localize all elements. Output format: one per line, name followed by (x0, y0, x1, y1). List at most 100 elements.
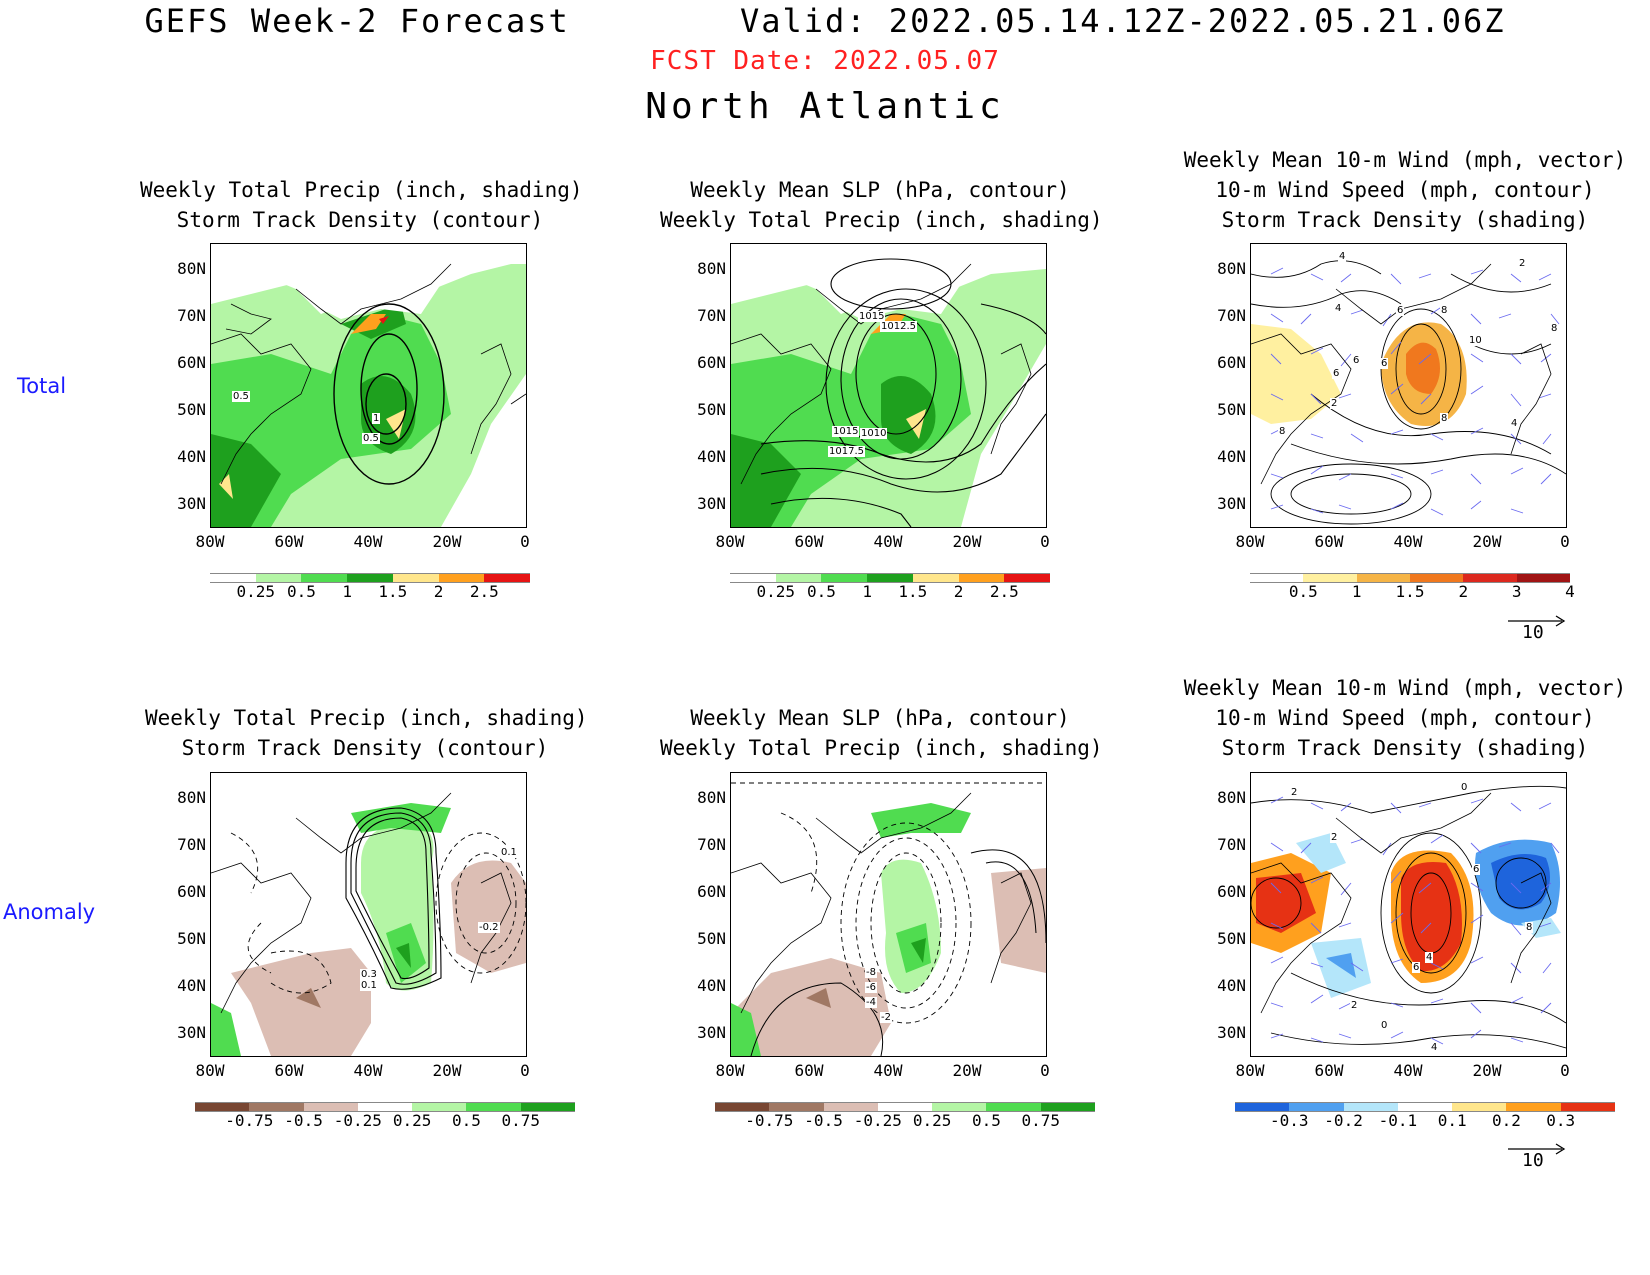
lat-tick-label: 50N (1217, 400, 1246, 419)
panel6-title: Weekly Mean 10-m Wind (mph, vector) 10-m … (1183, 676, 1627, 760)
lat-tick-label: 60N (177, 353, 206, 372)
contour-label: -8 (865, 967, 877, 978)
lon-tick-label: 60W (274, 1061, 304, 1080)
colorbar-swatch (932, 1103, 987, 1111)
colorbar-swatch (1250, 574, 1304, 582)
colorbar-label: 0.1 (1437, 1111, 1467, 1130)
region-title: North Atlantic (645, 86, 1005, 127)
colorbar-label: 0.75 (501, 1111, 540, 1130)
lat-tick-label: 30N (1217, 1023, 1246, 1042)
lat-tick-label: 30N (1217, 494, 1246, 513)
colorbar-swatch (1289, 1103, 1344, 1111)
reference-vector-arrow-anomaly (1508, 1140, 1568, 1159)
lon-tick-label: 0 (1560, 1061, 1570, 1080)
colorbar (195, 1102, 575, 1112)
lat-tick-label: 80N (697, 259, 726, 278)
contour-label: 0.1 (500, 847, 518, 858)
contour-label: 2 (1290, 787, 1299, 798)
colorbar-swatch (195, 1103, 250, 1111)
colorbar-swatch (303, 1103, 358, 1111)
lon-tick-label: 40W (353, 532, 383, 551)
colorbar-label: 0.5 (971, 1111, 1001, 1130)
lat-tick-label: 30N (177, 1023, 206, 1042)
lon-tick-label: 40W (873, 532, 903, 551)
contour-label: 1012.5 (880, 321, 917, 332)
lon-tick-label: 60W (1314, 1061, 1344, 1080)
colorbar-label: -0.5 (804, 1111, 843, 1130)
colorbar-swatch (1516, 574, 1570, 582)
lat-tick-label: 60N (697, 882, 726, 901)
lat-tick-label: 30N (697, 494, 726, 513)
lat-tick-label: 70N (1217, 835, 1246, 854)
lon-tick-label: 0 (1040, 532, 1050, 551)
colorbar-label: 1 (862, 582, 872, 601)
row-label-total: Total (17, 374, 67, 398)
lat-tick-label: 50N (697, 929, 726, 948)
colorbar-label: 1.5 (898, 582, 928, 601)
contour-label: 1015 (858, 311, 886, 322)
contour-label: 2 (1350, 1000, 1359, 1011)
contour-label: 8 (1525, 922, 1534, 933)
lon-tick-label: 0 (1560, 532, 1570, 551)
lon-tick-label: 60W (794, 532, 824, 551)
lat-tick-label: 50N (177, 929, 206, 948)
colorbar-swatch (730, 574, 776, 582)
contour-label: -4 (865, 997, 877, 1008)
lat-tick-label: 80N (1217, 788, 1246, 807)
panel3-title: Weekly Mean 10-m Wind (mph, vector) 10-m … (1183, 148, 1627, 232)
colorbar-swatch (255, 574, 302, 582)
lat-tick-label: 40N (697, 447, 726, 466)
colorbar-swatch (769, 1103, 824, 1111)
contour-label: 1017.5 (828, 446, 865, 457)
lat-tick-label: 70N (177, 306, 206, 325)
contour-label: 0 (1460, 782, 1469, 793)
colorbar-swatch (958, 574, 1005, 582)
contour-label: 2 (1330, 832, 1339, 843)
lat-tick-label: 80N (177, 259, 206, 278)
lat-tick-label: 60N (1217, 353, 1246, 372)
map-panel-total-wind (1250, 243, 1567, 528)
colorbar-label: 2 (433, 582, 444, 601)
lon-tick-label: 80W (1235, 1061, 1265, 1080)
colorbar-label: -0.25 (333, 1111, 382, 1130)
lon-tick-label: 40W (353, 1061, 383, 1080)
lon-tick-label: 20W (1472, 532, 1502, 551)
colorbar-swatch (986, 1103, 1041, 1111)
map-panel-anomaly-precip (210, 772, 527, 1057)
lat-tick-label: 70N (697, 835, 726, 854)
lat-tick-label: 80N (697, 788, 726, 807)
lon-tick-label: 20W (432, 532, 462, 551)
colorbar-swatch (1343, 1103, 1398, 1111)
colorbar-swatch (1560, 1103, 1615, 1111)
lat-tick-label: 60N (177, 882, 206, 901)
lon-tick-label: 80W (195, 532, 225, 551)
contour-label: 0.5 (232, 391, 250, 402)
contour-label: 6 (1380, 358, 1389, 369)
colorbar-swatch (775, 574, 822, 582)
colorbar-label: 1.5 (1395, 582, 1425, 601)
colorbar-label: 0.25 (392, 1111, 432, 1130)
contour-label: 6 (1332, 368, 1341, 379)
lat-tick-label: 40N (1217, 447, 1246, 466)
colorbar-swatch (466, 1103, 521, 1111)
lon-tick-label: 80W (715, 1061, 745, 1080)
colorbar-label: 0.5 (806, 582, 836, 601)
contour-label: 0 (1380, 1020, 1389, 1031)
map-panel-anomaly-slp (730, 772, 1047, 1057)
lon-tick-label: 60W (794, 1061, 824, 1080)
row-label-anomaly: Anomaly (3, 900, 96, 924)
lon-tick-label: 0 (520, 1061, 530, 1080)
map-panel-anomaly-wind (1250, 772, 1567, 1057)
colorbar-label: -0.5 (284, 1111, 323, 1130)
lat-tick-label: 50N (697, 400, 726, 419)
colorbar-label: -0.25 (853, 1111, 902, 1130)
contour-label: 10 (1468, 335, 1483, 346)
colorbar-swatch (249, 1103, 304, 1111)
contour-label: -2 (880, 1012, 892, 1023)
colorbar-swatch (1040, 1103, 1095, 1111)
lat-tick-label: 30N (697, 1023, 726, 1042)
contour-label: 4 (1430, 1042, 1439, 1053)
colorbar-label: 1 (1351, 582, 1362, 601)
contour-label: 6 (1352, 355, 1361, 366)
lon-tick-label: 0 (520, 532, 530, 551)
